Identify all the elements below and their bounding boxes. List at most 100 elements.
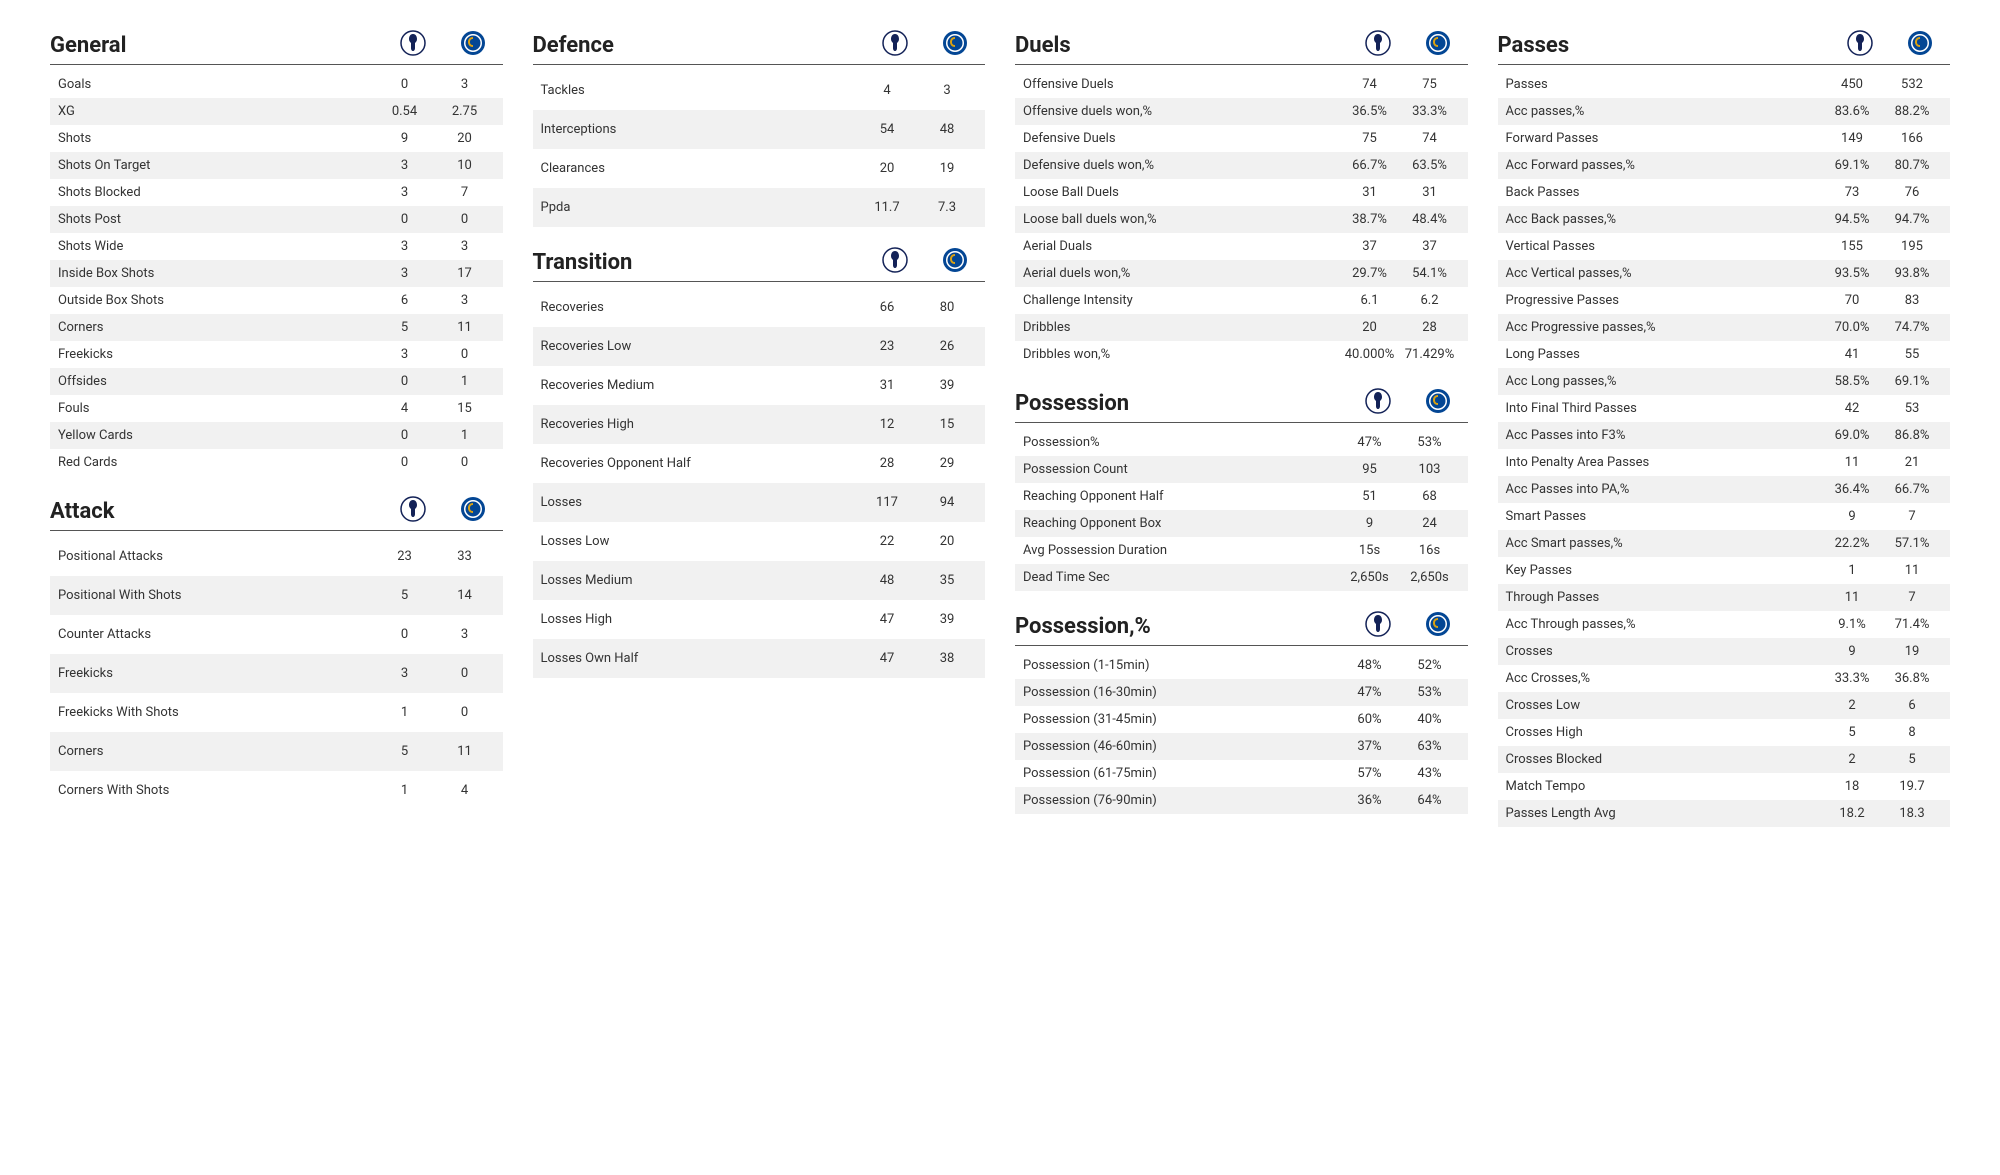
section-header: Defence (533, 30, 986, 65)
stat-away-value: 86.8% (1882, 428, 1942, 443)
stat-label: Loose ball duels won,% (1023, 212, 1340, 227)
stat-away-value: 11 (435, 744, 495, 759)
stat-label: Freekicks With Shots (58, 705, 375, 720)
stat-row: Shots On Target310 (50, 152, 503, 179)
stat-home-value: 0 (375, 455, 435, 470)
stat-away-value: 88.2% (1882, 104, 1942, 119)
stat-away-value: 80.7% (1882, 158, 1942, 173)
stat-home-value: 3 (375, 239, 435, 254)
stat-home-value: 47 (857, 651, 917, 666)
stat-away-value: 55 (1882, 347, 1942, 362)
stat-away-value: 532 (1882, 77, 1942, 92)
stat-home-value: 3 (375, 666, 435, 681)
stat-home-value: 0 (375, 77, 435, 92)
stat-away-value: 0 (435, 455, 495, 470)
stat-home-value: 15s (1340, 543, 1400, 558)
section-passes: PassesPasses450532Acc passes,%83.6%88.2%… (1498, 30, 1951, 827)
stat-row: Dribbles won,%40.000%71.429% (1015, 341, 1468, 368)
stat-row: Shots Post00 (50, 206, 503, 233)
stat-row: Losses Own Half4738 (533, 639, 986, 678)
stat-home-value: 36% (1340, 793, 1400, 808)
stat-label: Counter Attacks (58, 627, 375, 642)
stat-label: Corners (58, 744, 375, 759)
section-header: Possession (1015, 388, 1468, 423)
stat-away-value: 14 (435, 588, 495, 603)
stats-grid: GeneralGoals03XG0.542.75Shots920Shots On… (50, 30, 1950, 827)
stat-label: Corners With Shots (58, 783, 375, 798)
stat-away-value: 64% (1400, 793, 1460, 808)
stat-row: Ppda11.77.3 (533, 188, 986, 227)
stat-label: Passes (1506, 77, 1823, 92)
stat-home-value: 31 (857, 378, 917, 393)
stat-home-value: 70 (1822, 293, 1882, 308)
stat-home-value: 33.3% (1822, 671, 1882, 686)
stat-home-value: 95 (1340, 462, 1400, 477)
stat-row: Possession (31-45min)60%40% (1015, 706, 1468, 733)
stat-label: Into Penalty Area Passes (1506, 455, 1823, 470)
stat-home-value: 23 (857, 339, 917, 354)
stat-row: Crosses High58 (1498, 719, 1951, 746)
stat-away-value: 7 (1882, 590, 1942, 605)
stat-label: Loose Ball Duels (1023, 185, 1340, 200)
stat-away-value: 166 (1882, 131, 1942, 146)
stat-away-value: 75 (1400, 77, 1460, 92)
stat-label: Shots Post (58, 212, 375, 227)
stat-home-value: 69.0% (1822, 428, 1882, 443)
stat-label: Dribbles (1023, 320, 1340, 335)
stat-away-value: 103 (1400, 462, 1460, 477)
stat-row: XG0.542.75 (50, 98, 503, 125)
stat-row: Defensive Duels7574 (1015, 125, 1468, 152)
stat-label: Inside Box Shots (58, 266, 375, 281)
stat-label: Yellow Cards (58, 428, 375, 443)
stat-home-value: 66.7% (1340, 158, 1400, 173)
stat-row: Dribbles2028 (1015, 314, 1468, 341)
stat-row: Offsides01 (50, 368, 503, 395)
stat-row: Clearances2019 (533, 149, 986, 188)
stat-home-value: 4 (857, 83, 917, 98)
stat-label: Forward Passes (1506, 131, 1823, 146)
stat-home-value: 73 (1822, 185, 1882, 200)
stat-away-value: 74 (1400, 131, 1460, 146)
stat-away-value: 3 (435, 77, 495, 92)
stat-home-value: 5 (375, 744, 435, 759)
stat-label: Shots Blocked (58, 185, 375, 200)
stat-row: Red Cards00 (50, 449, 503, 476)
stat-label: Crosses Blocked (1506, 752, 1823, 767)
stat-away-value: 8 (1882, 725, 1942, 740)
stat-home-value: 2 (1822, 752, 1882, 767)
section-header: Passes (1498, 30, 1951, 65)
stat-home-value: 70.0% (1822, 320, 1882, 335)
stat-away-value: 3 (435, 239, 495, 254)
stat-away-value: 16s (1400, 543, 1460, 558)
stat-label: Dribbles won,% (1023, 347, 1340, 362)
stat-home-value: 11 (1822, 590, 1882, 605)
home-logo-icon (865, 30, 925, 60)
stat-row: Acc Progressive passes,%70.0%74.7% (1498, 314, 1951, 341)
stat-label: Positional Attacks (58, 549, 375, 564)
stat-home-value: 93.5% (1822, 266, 1882, 281)
section-title: Possession,% (1015, 614, 1348, 639)
stat-row: Acc Passes into PA,%36.4%66.7% (1498, 476, 1951, 503)
stat-away-value: 76 (1882, 185, 1942, 200)
away-logo-icon (1408, 611, 1468, 641)
stat-away-value: 71.429% (1400, 347, 1460, 362)
stat-label: Shots Wide (58, 239, 375, 254)
stat-home-value: 9.1% (1822, 617, 1882, 632)
stat-away-value: 52% (1400, 658, 1460, 673)
stat-label: Shots On Target (58, 158, 375, 173)
stat-label: Acc Vertical passes,% (1506, 266, 1823, 281)
section-header: Attack (50, 496, 503, 531)
stat-row: Defensive duels won,%66.7%63.5% (1015, 152, 1468, 179)
stat-away-value: 3 (435, 627, 495, 642)
stat-label: Offensive Duels (1023, 77, 1340, 92)
section-body: Positional Attacks2333Positional With Sh… (50, 537, 503, 810)
column-4: PassesPasses450532Acc passes,%83.6%88.2%… (1498, 30, 1951, 827)
section-attack: AttackPositional Attacks2333Positional W… (50, 496, 503, 810)
stat-label: Goals (58, 77, 375, 92)
stat-label: Losses Low (541, 534, 858, 549)
away-logo-icon (1890, 30, 1950, 60)
stat-label: Passes Length Avg (1506, 806, 1823, 821)
column-1: GeneralGoals03XG0.542.75Shots920Shots On… (50, 30, 503, 827)
stat-away-value: 43% (1400, 766, 1460, 781)
section-title: Attack (50, 499, 383, 524)
